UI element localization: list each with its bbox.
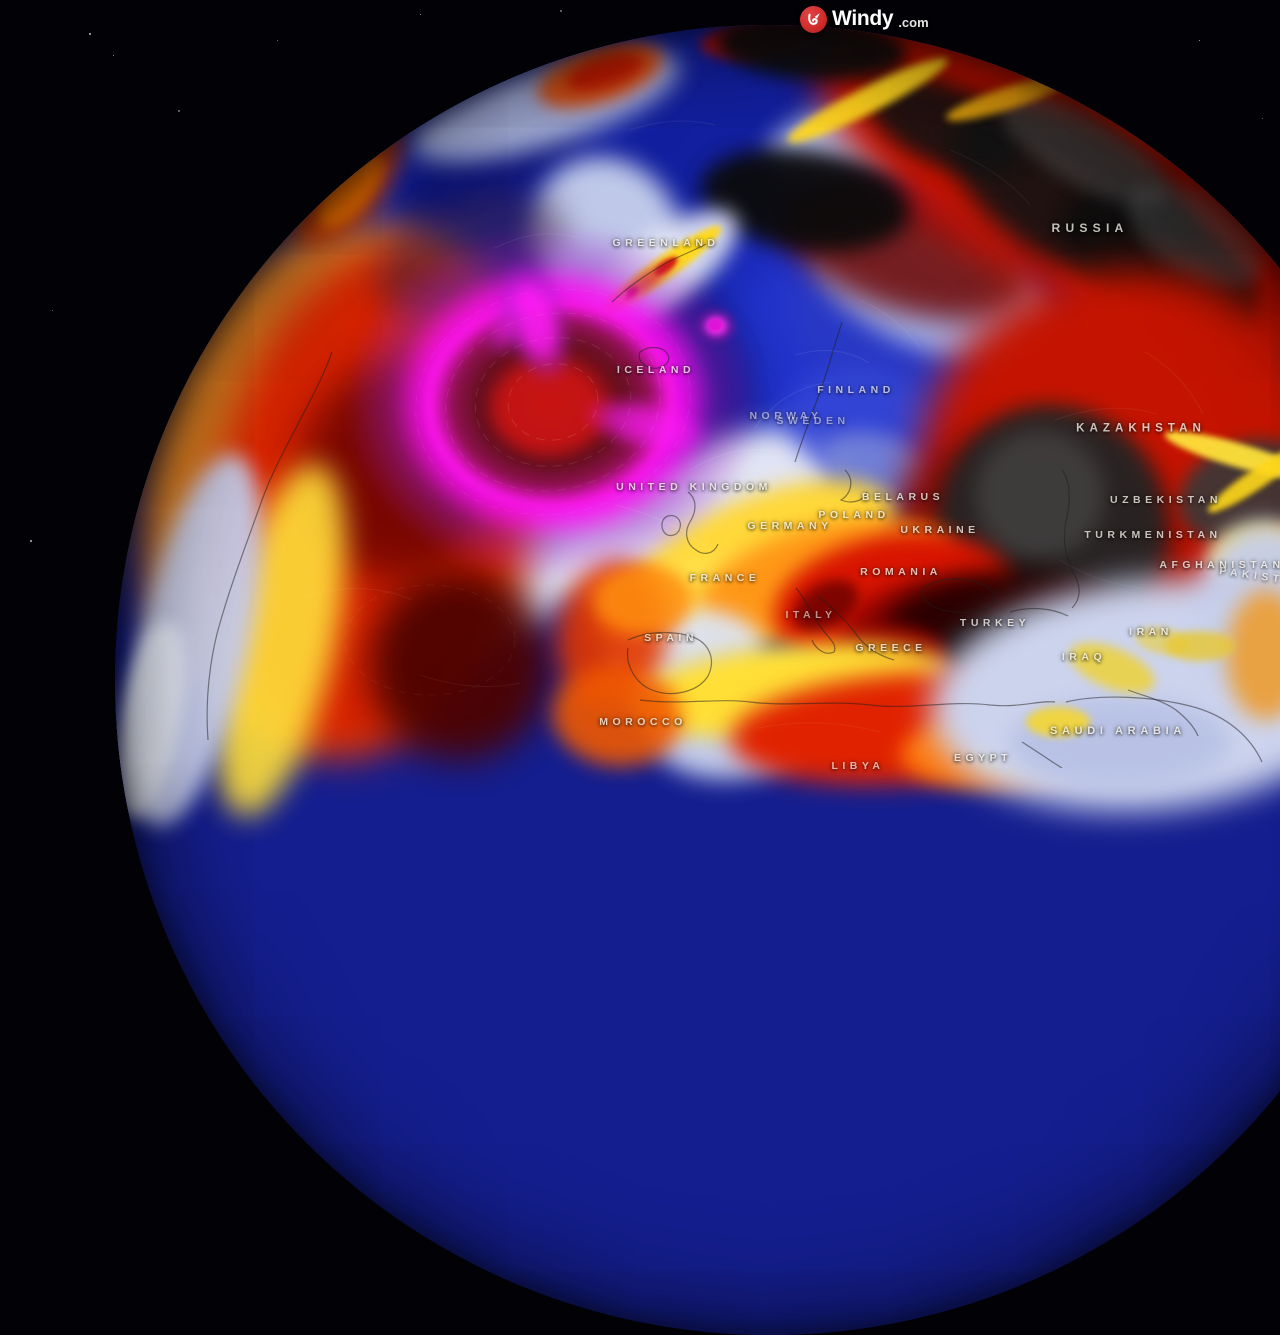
star [30,540,32,542]
brand-name: Windy [832,7,894,30]
windy-swirl-icon [800,5,827,33]
anomaly-blob [708,319,722,331]
star [1262,118,1263,119]
brand-suffix: .com [898,14,929,30]
anomaly-blob [975,430,1105,560]
anomaly-blob [1026,707,1090,737]
star [420,14,421,15]
star [178,110,180,112]
star [52,310,53,311]
star [89,33,91,35]
star [1199,40,1200,41]
windy-logo[interactable]: Windy .com [800,3,929,35]
star [113,55,114,56]
star [277,40,278,41]
anomaly-blob [370,570,550,760]
anomaly-blob [1165,631,1235,661]
star [560,10,562,12]
